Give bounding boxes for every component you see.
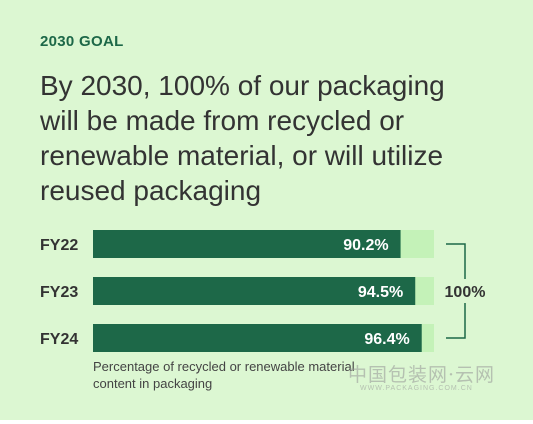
category-label: FY22 (40, 237, 78, 254)
caption-line: Percentage of recycled or renewable mate… (93, 359, 355, 374)
value-label: 96.4% (364, 331, 409, 348)
headline-line: will be made from recycled or (40, 105, 405, 136)
category-label: FY24 (40, 331, 78, 348)
target-label: 100% (445, 284, 486, 301)
headline-line: By 2030, 100% of our packaging (40, 70, 445, 101)
value-label: 94.5% (358, 284, 403, 301)
category-label: FY23 (40, 284, 78, 301)
bar (93, 230, 401, 258)
watermark-subtext: WWW.PACKAGING.COM.CN (360, 385, 473, 392)
value-label: 90.2% (343, 237, 388, 254)
headline: By 2030, 100% of our packaging will be m… (40, 68, 520, 208)
target-bracket (446, 243, 466, 339)
bar (93, 324, 422, 352)
headline-line: reused packaging (40, 175, 262, 206)
chart-caption: Percentage of recycled or renewable mate… (93, 358, 423, 392)
watermark-logo: 中国包装网·云网 (348, 364, 496, 386)
goal-label: 2030 GOAL (40, 33, 124, 50)
caption-line: content in packaging (93, 376, 213, 391)
bar (93, 277, 416, 305)
headline-line: renewable material, or will utilize (40, 140, 444, 171)
